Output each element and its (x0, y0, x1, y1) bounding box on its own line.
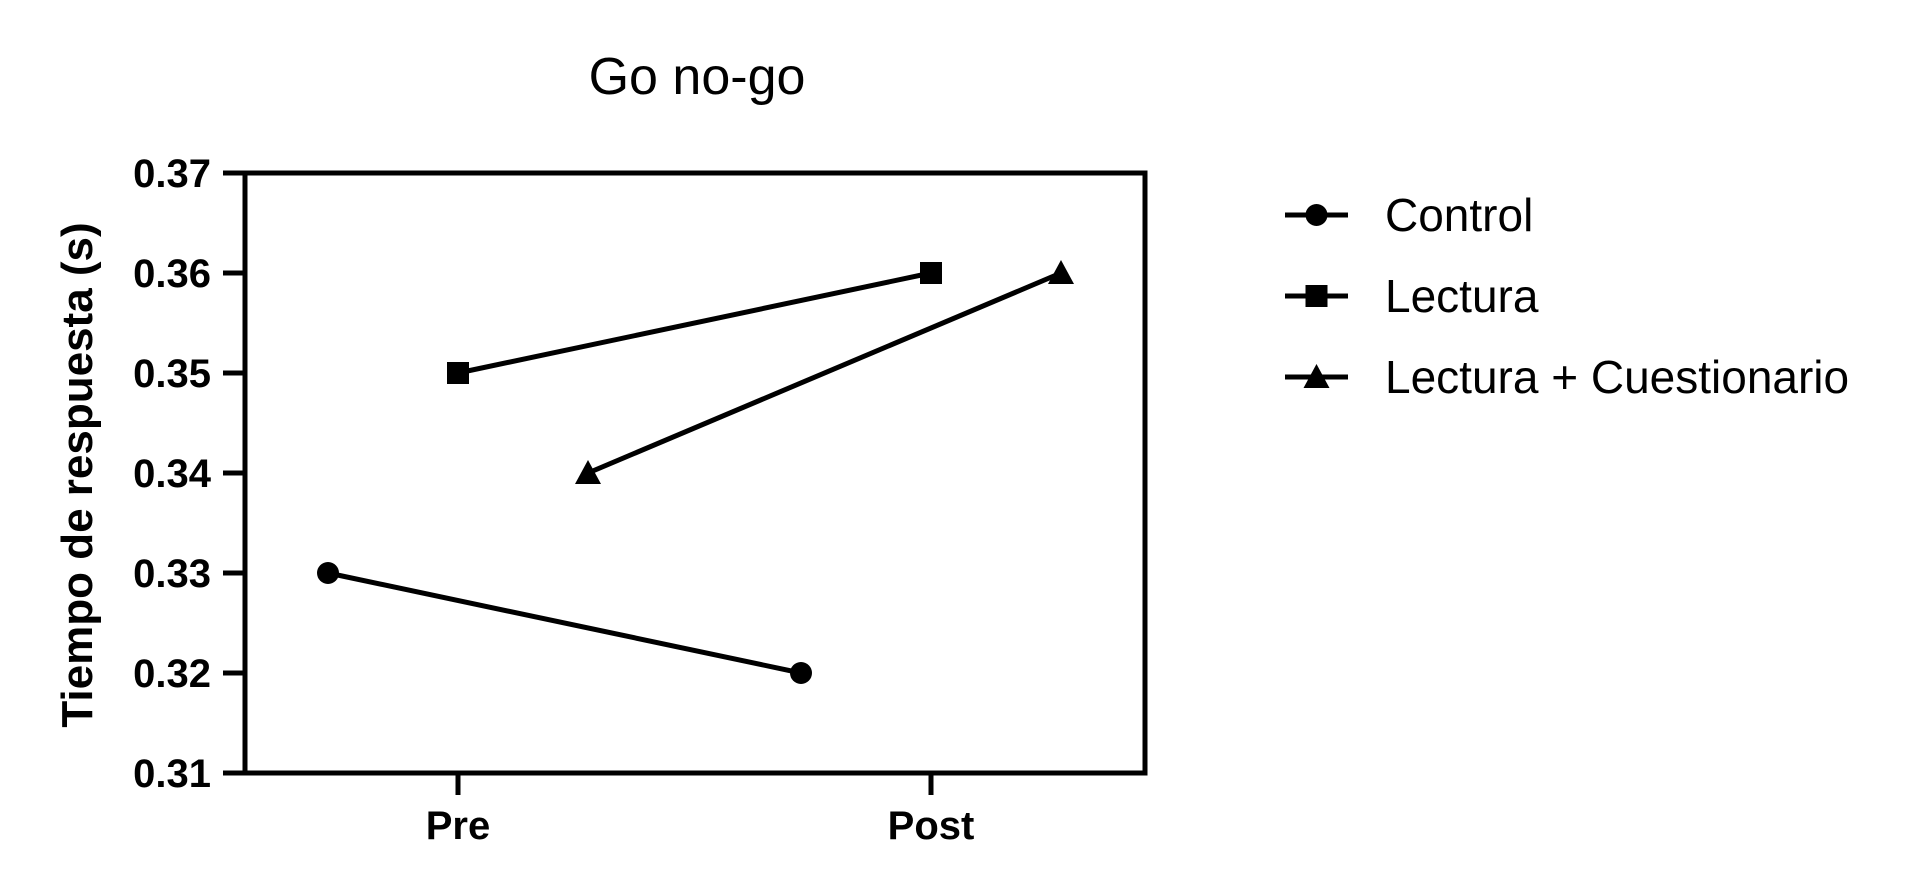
x-tick-label: Post (888, 804, 975, 848)
y-axis-label: Tiempo de respuesta (s) (53, 222, 102, 727)
y-tick-label: 0.33 (133, 552, 211, 596)
plot-frame (242, 170, 1148, 776)
y-tick-label: 0.31 (133, 752, 211, 796)
series-layer (317, 260, 1074, 684)
data-point (575, 460, 601, 485)
legend-marker (1303, 364, 1330, 389)
series-line (587, 270, 1062, 476)
data-point (1048, 260, 1074, 285)
legend-label: Control (1385, 189, 1533, 241)
legend: Control Lectura Lectura + Cuestionario (1285, 189, 1849, 403)
series-circle (317, 562, 812, 684)
legend-item: Control (1285, 189, 1533, 241)
legend-label: Lectura + Cuestionario (1385, 351, 1849, 403)
series-triangle (575, 260, 1074, 485)
data-point (790, 662, 812, 684)
y-tick-label: 0.34 (133, 452, 212, 496)
legend-marker (1305, 204, 1328, 226)
y-tick-label: 0.35 (133, 352, 211, 396)
y-tick-label: 0.37 (133, 152, 211, 196)
y-tick-label: 0.32 (133, 652, 211, 696)
data-point (317, 562, 339, 584)
legend-item: Lectura (1285, 270, 1539, 322)
y-axis: 0.31 0.32 0.33 0.34 0.35 0.36 0.37 (133, 152, 245, 796)
data-point (920, 262, 942, 284)
legend-marker (1305, 285, 1328, 307)
data-point (447, 362, 469, 384)
legend-label: Lectura (1385, 270, 1539, 322)
legend-item: Lectura + Cuestionario (1285, 351, 1849, 403)
series-line (457, 270, 932, 376)
series-square (447, 262, 942, 384)
y-tick-label: 0.36 (133, 252, 211, 296)
x-axis: Pre Post (426, 773, 975, 848)
x-tick-label: Pre (426, 804, 491, 848)
chart-title: Go no-go (589, 48, 806, 106)
series-line (327, 570, 802, 676)
